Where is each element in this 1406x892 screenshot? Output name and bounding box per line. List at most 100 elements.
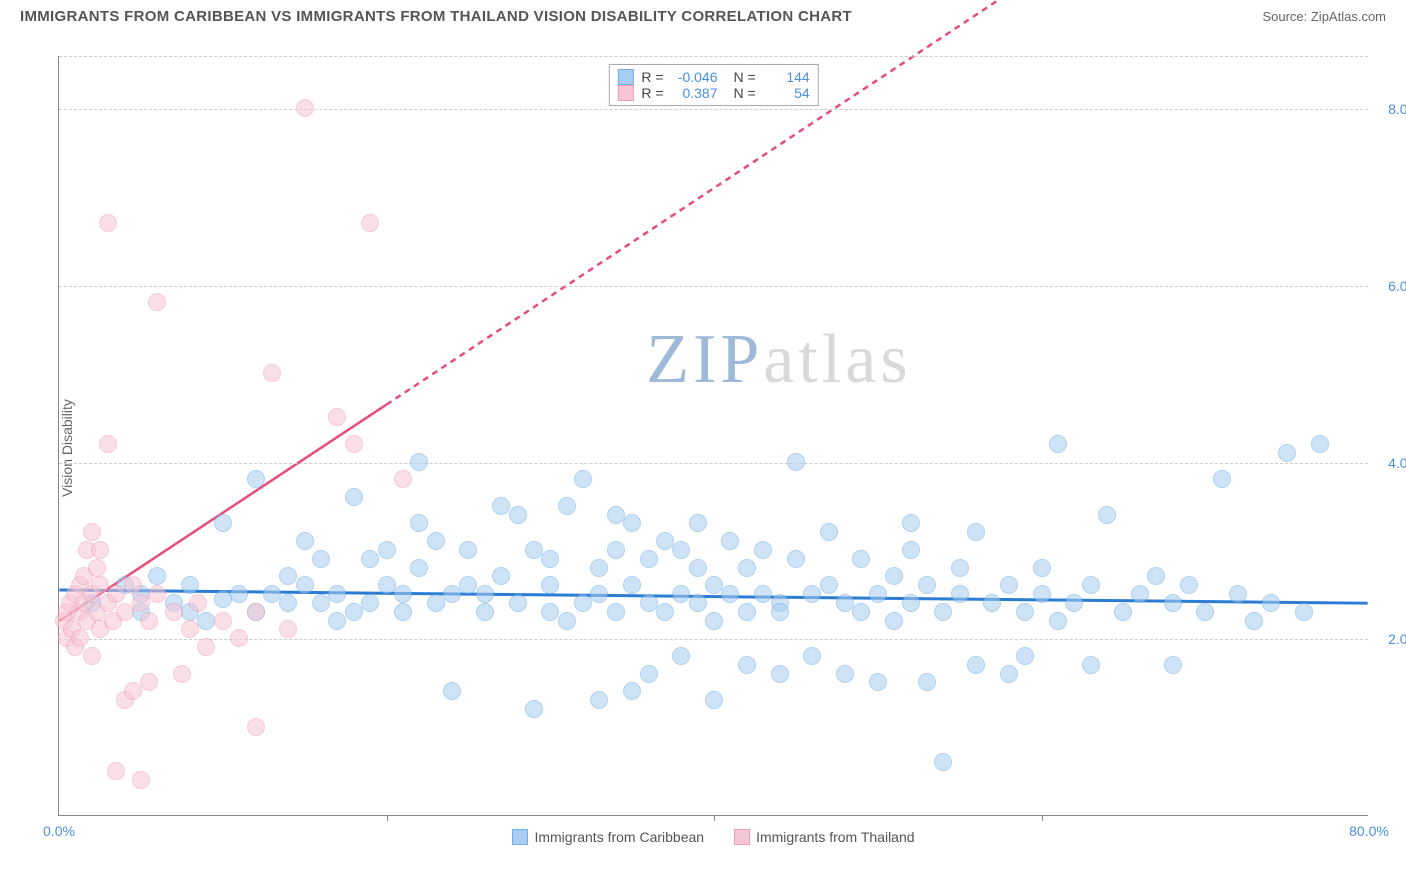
data-point xyxy=(214,612,232,630)
data-point xyxy=(803,647,821,665)
data-point xyxy=(869,673,887,691)
data-point xyxy=(230,629,248,647)
data-point xyxy=(83,523,101,541)
header-bar: IMMIGRANTS FROM CARIBBEAN VS IMMIGRANTS … xyxy=(0,0,1406,29)
legend-swatch xyxy=(512,829,528,845)
data-point xyxy=(230,585,248,603)
data-point xyxy=(656,532,674,550)
data-point xyxy=(1049,435,1067,453)
data-point xyxy=(771,665,789,683)
legend-swatch xyxy=(734,829,750,845)
data-point xyxy=(1196,603,1214,621)
data-point xyxy=(279,594,297,612)
data-point xyxy=(1000,576,1018,594)
data-point xyxy=(312,550,330,568)
n-label: N = xyxy=(734,69,756,85)
data-point xyxy=(934,753,952,771)
data-point xyxy=(509,506,527,524)
data-point xyxy=(361,594,379,612)
data-point xyxy=(525,541,543,559)
data-point xyxy=(312,594,330,612)
legend-row: R =-0.046N =144 xyxy=(617,69,809,85)
r-label: R = xyxy=(641,85,663,101)
x-tick-minor xyxy=(1042,815,1043,821)
data-point xyxy=(771,603,789,621)
data-point xyxy=(410,453,428,471)
data-point xyxy=(124,682,142,700)
gridline xyxy=(59,56,1368,57)
data-point xyxy=(1131,585,1149,603)
data-point xyxy=(558,497,576,515)
data-point xyxy=(1164,594,1182,612)
data-point xyxy=(247,470,265,488)
data-point xyxy=(787,453,805,471)
r-value: 0.387 xyxy=(672,85,718,101)
x-tick-minor xyxy=(714,815,715,821)
data-point xyxy=(148,567,166,585)
data-point xyxy=(345,603,363,621)
y-tick-label: 8.0% xyxy=(1388,101,1406,117)
data-point xyxy=(247,603,265,621)
n-value: 144 xyxy=(764,69,810,85)
data-point xyxy=(918,673,936,691)
data-point xyxy=(1147,567,1165,585)
data-point xyxy=(394,470,412,488)
data-point xyxy=(869,585,887,603)
data-point xyxy=(1098,506,1116,524)
data-point xyxy=(590,585,608,603)
data-point xyxy=(361,550,379,568)
data-point xyxy=(607,603,625,621)
data-point xyxy=(820,576,838,594)
data-point xyxy=(705,576,723,594)
source-label: Source: ZipAtlas.com xyxy=(1262,9,1386,24)
data-point xyxy=(107,585,125,603)
data-point xyxy=(214,514,232,532)
series-name: Immigrants from Thailand xyxy=(756,829,914,845)
data-point xyxy=(1295,603,1313,621)
data-point xyxy=(885,567,903,585)
data-point xyxy=(672,541,690,559)
data-point xyxy=(623,514,641,532)
chart-title: IMMIGRANTS FROM CARIBBEAN VS IMMIGRANTS … xyxy=(20,8,852,25)
data-point xyxy=(640,550,658,568)
data-point xyxy=(1082,656,1100,674)
data-point xyxy=(165,603,183,621)
legend-row: R =0.387N =54 xyxy=(617,85,809,101)
data-point xyxy=(71,629,89,647)
data-point xyxy=(1000,665,1018,683)
data-point xyxy=(902,541,920,559)
data-point xyxy=(983,594,1001,612)
data-point xyxy=(83,647,101,665)
data-point xyxy=(656,603,674,621)
data-point xyxy=(951,559,969,577)
data-point xyxy=(1229,585,1247,603)
watermark: ZIPatlas xyxy=(646,320,911,400)
data-point xyxy=(836,665,854,683)
data-point xyxy=(107,762,125,780)
watermark-rest: atlas xyxy=(763,321,911,398)
data-point xyxy=(836,594,854,612)
data-point xyxy=(689,514,707,532)
data-point xyxy=(394,585,412,603)
data-point xyxy=(378,541,396,559)
series-legend: Immigrants from Caribbean Immigrants from… xyxy=(59,829,1368,845)
data-point xyxy=(738,559,756,577)
data-point xyxy=(443,682,461,700)
data-point xyxy=(607,506,625,524)
data-point xyxy=(1082,576,1100,594)
data-point xyxy=(427,594,445,612)
data-point xyxy=(640,665,658,683)
data-point xyxy=(410,514,428,532)
data-point xyxy=(1049,612,1067,630)
data-point xyxy=(181,576,199,594)
data-point xyxy=(99,214,117,232)
data-point xyxy=(541,603,559,621)
data-point xyxy=(951,585,969,603)
data-point xyxy=(1016,647,1034,665)
gridline xyxy=(59,286,1368,287)
series-legend-item: Immigrants from Caribbean xyxy=(512,829,704,845)
data-point xyxy=(1180,576,1198,594)
x-tick-label: 0.0% xyxy=(43,823,75,839)
data-point xyxy=(88,559,106,577)
data-point xyxy=(1262,594,1280,612)
